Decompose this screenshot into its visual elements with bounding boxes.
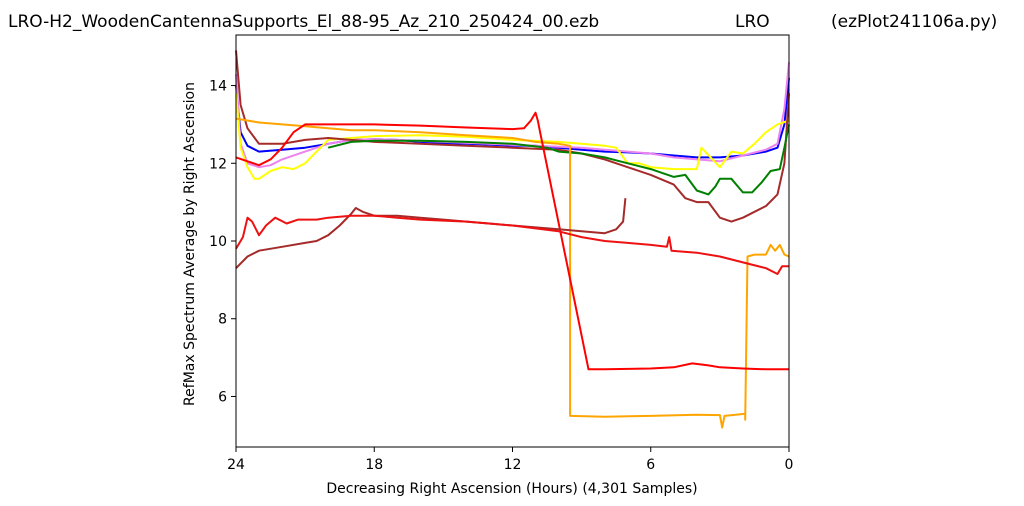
y-tick-label: 8 <box>218 312 227 328</box>
header-station: LRO <box>735 12 770 32</box>
x-tick-label: 6 <box>646 457 655 473</box>
x-axis: 24 18 12 6 0 <box>227 447 793 473</box>
y-tick-label: 12 <box>209 156 227 172</box>
series-line-4 <box>235 50 790 223</box>
header-script: (ezPlot241106a.py) <box>831 12 997 32</box>
y-tick-label: 10 <box>209 234 227 250</box>
plot-frame <box>235 34 790 448</box>
x-tick-label: 18 <box>365 457 383 473</box>
y-axis: 6 8 10 12 14 <box>209 79 236 405</box>
y-axis-label: RefMax Spectrum Average by Right Ascensi… <box>182 82 198 406</box>
x-tick-label: 12 <box>504 457 522 473</box>
header-filename: LRO-H2_WoodenCantennaSupports_El_88-95_A… <box>8 12 599 32</box>
x-tick-label: 0 <box>785 457 794 473</box>
series-line-8 <box>235 198 627 269</box>
series-line-7 <box>235 111 789 371</box>
series-line-5 <box>327 124 790 196</box>
series-layer <box>235 50 790 429</box>
y-tick-label: 6 <box>218 389 227 405</box>
x-axis-label: Decreasing Right Ascension (Hours) (4,30… <box>326 481 697 497</box>
y-tick-label: 14 <box>209 79 227 95</box>
series-line-9 <box>235 214 789 275</box>
x-tick-label: 24 <box>227 457 245 473</box>
series-line-3 <box>235 93 790 180</box>
series-line-6 <box>235 117 790 429</box>
